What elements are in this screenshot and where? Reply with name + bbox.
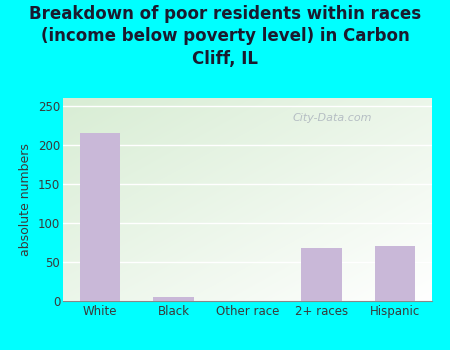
Bar xyxy=(153,297,194,301)
Text: City-Data.com: City-Data.com xyxy=(292,113,372,123)
Bar xyxy=(301,248,342,301)
Bar xyxy=(375,246,415,301)
Text: Breakdown of poor residents within races
(income below poverty level) in Carbon
: Breakdown of poor residents within races… xyxy=(29,5,421,68)
Bar xyxy=(80,133,120,301)
Y-axis label: absolute numbers: absolute numbers xyxy=(19,143,32,256)
